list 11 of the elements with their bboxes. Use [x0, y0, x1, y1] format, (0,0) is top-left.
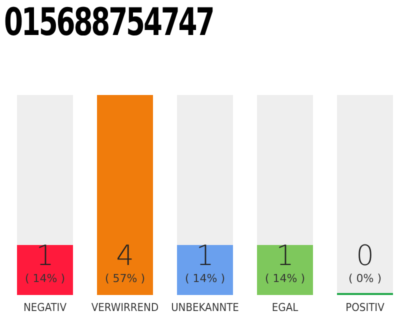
data-label: 1 ( 14% ) [184, 239, 226, 285]
x-tick-label: POSITIV [346, 300, 385, 314]
x-tick-label: VERWIRREND [91, 300, 159, 314]
data-label: 0 ( 0% ) [348, 239, 382, 285]
x-tick-label: EGAL [272, 300, 299, 314]
x-tick-label: NEGATIV [24, 300, 67, 314]
x-tick-label: UNBEKANNTE [171, 300, 239, 314]
data-label: 1 ( 14% ) [24, 239, 66, 285]
data-label: 4 ( 57% ) [104, 239, 146, 285]
chart-title: 015688754747 [4, 0, 214, 44]
data-label: 1 ( 14% ) [264, 239, 306, 285]
